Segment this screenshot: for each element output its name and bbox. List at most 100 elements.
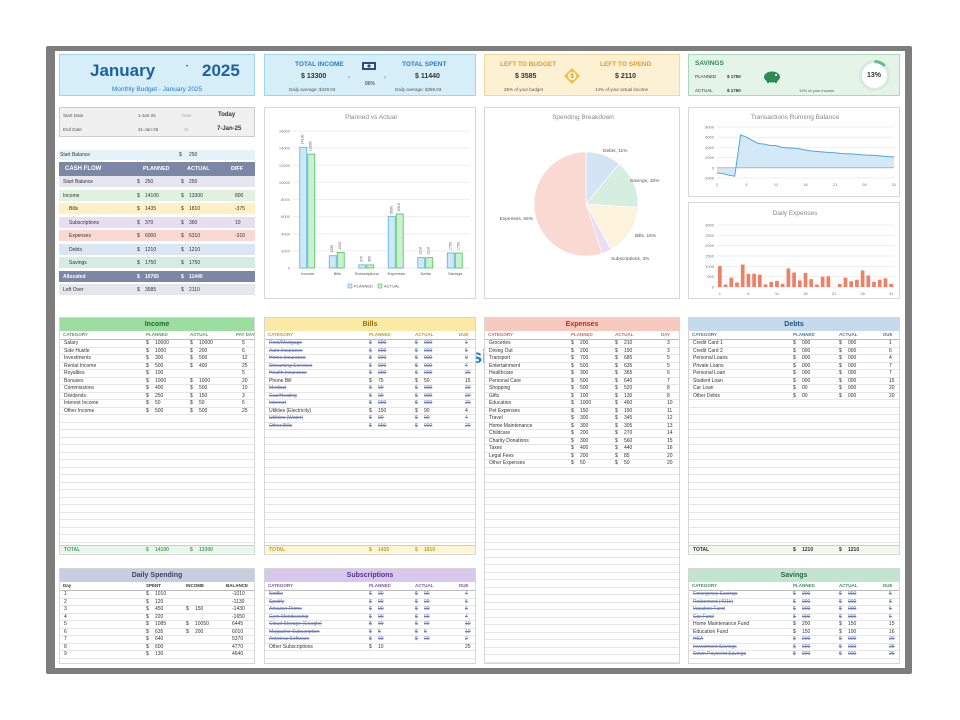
income-row[interactable] bbox=[60, 490, 254, 498]
debts-row[interactable] bbox=[689, 445, 899, 453]
debts-row[interactable]: Private Loans $000 $000 7 bbox=[689, 363, 899, 370]
bills-row[interactable]: Utilities (Electricity) $150 $90 4 bbox=[265, 408, 475, 415]
end-date-value[interactable]: 31-Jan-25 bbox=[138, 127, 159, 132]
expenses-row[interactable]: Healthcare $300 $365 6 bbox=[485, 370, 679, 378]
income-row[interactable]: Rental Income $500 $400 25 bbox=[60, 363, 254, 370]
subs-row[interactable] bbox=[265, 651, 475, 659]
expenses-row[interactable] bbox=[485, 610, 679, 618]
daily-row[interactable]: 7 $640 5370 bbox=[60, 636, 254, 644]
debts-row[interactable] bbox=[689, 423, 899, 430]
income-row[interactable] bbox=[60, 460, 254, 468]
debts-row[interactable]: Car Loan $00 $000 20 bbox=[689, 385, 899, 393]
expenses-row[interactable] bbox=[485, 550, 679, 558]
income-row[interactable] bbox=[60, 498, 254, 505]
debts-row[interactable]: Other Debts $00 $000 20 bbox=[689, 393, 899, 400]
expenses-row[interactable]: Taxes $400 $440 16 bbox=[485, 445, 679, 453]
daily-row[interactable]: 9 $130 4640 bbox=[60, 651, 254, 659]
savings-row[interactable]: HSA $000 $000 20 bbox=[689, 636, 899, 644]
bills-row[interactable]: Utilities (Water) $00 $00 4 bbox=[265, 415, 475, 423]
bills-row[interactable] bbox=[265, 498, 475, 505]
expenses-row[interactable]: Personal Care $500 $640 7 bbox=[485, 378, 679, 385]
expenses-row[interactable]: Shopping $500 $520 8 bbox=[485, 385, 679, 393]
expenses-row[interactable]: Transport $700 $685 5 bbox=[485, 355, 679, 363]
bills-row[interactable] bbox=[265, 445, 475, 453]
expenses-row[interactable] bbox=[485, 490, 679, 498]
expenses-row[interactable] bbox=[485, 580, 679, 588]
start-date-value[interactable]: 1-Jan-25 bbox=[138, 113, 156, 118]
income-row[interactable] bbox=[60, 468, 254, 475]
debts-row[interactable] bbox=[689, 400, 899, 408]
year-value[interactable]: 2025 bbox=[202, 61, 240, 80]
savings-row[interactable]: Education Fund $150 $100 16 bbox=[689, 629, 899, 636]
savings-row[interactable]: Home Maintenance Fund $200 $150 15 bbox=[689, 621, 899, 629]
debts-row[interactable] bbox=[689, 513, 899, 520]
income-row[interactable] bbox=[60, 483, 254, 490]
expenses-row[interactable]: Childcare $200 $270 14 bbox=[485, 430, 679, 438]
expenses-row[interactable] bbox=[485, 543, 679, 550]
debts-row[interactable]: Credit Card 2 $000 $000 6 bbox=[689, 348, 899, 355]
subs-row[interactable]: Other Subscriptions $10 25 bbox=[265, 644, 475, 651]
bills-row[interactable] bbox=[265, 528, 475, 535]
income-row[interactable] bbox=[60, 445, 254, 453]
bills-row[interactable]: Phone Bill $75 $50 15 bbox=[265, 378, 475, 385]
income-row[interactable] bbox=[60, 513, 254, 520]
expenses-row[interactable] bbox=[485, 655, 679, 663]
daily-row[interactable]: 4 $220 -1650 bbox=[60, 614, 254, 621]
daily-row[interactable]: 8 $600 4770 bbox=[60, 644, 254, 651]
expenses-row[interactable] bbox=[485, 558, 679, 565]
income-row[interactable]: Side Hustle $1000 $200 6 bbox=[60, 348, 254, 355]
debts-row[interactable] bbox=[689, 430, 899, 438]
debts-row[interactable] bbox=[689, 535, 899, 543]
expenses-row[interactable] bbox=[485, 640, 679, 648]
bills-row[interactable]: Rent/Mortgage $000 $000 1 bbox=[265, 340, 475, 348]
daily-row[interactable]: 5 $1085 $10050 6445 bbox=[60, 621, 254, 629]
bills-row[interactable] bbox=[265, 520, 475, 528]
debts-row[interactable]: Personal Loans $000 $000 4 bbox=[689, 355, 899, 363]
month-name[interactable]: January bbox=[90, 61, 156, 80]
income-row[interactable]: Bonuses $1000 $1000 20 bbox=[60, 378, 254, 385]
subs-row[interactable]: Cloud Storage (Google) $00 $00 10 bbox=[265, 621, 475, 629]
expenses-row[interactable]: Entertainment $500 $635 5 bbox=[485, 363, 679, 370]
expenses-row[interactable] bbox=[485, 633, 679, 640]
expenses-row[interactable] bbox=[485, 513, 679, 520]
savings-row[interactable]: Vacation Fund $000 $000 5 bbox=[689, 606, 899, 614]
expenses-row[interactable] bbox=[485, 595, 679, 603]
income-row[interactable]: Other Income $500 $500 25 bbox=[60, 408, 254, 415]
dropdown-marker-icon[interactable]: • bbox=[186, 64, 189, 70]
daily-row[interactable]: 1 $1010 -1010 bbox=[60, 591, 254, 599]
bills-row[interactable]: Auto Insurance $000 $000 5 bbox=[265, 348, 475, 355]
debts-row[interactable] bbox=[689, 460, 899, 468]
expenses-row[interactable] bbox=[485, 498, 679, 505]
debts-row[interactable] bbox=[689, 505, 899, 513]
expenses-row[interactable] bbox=[485, 535, 679, 543]
income-row[interactable] bbox=[60, 475, 254, 483]
bills-row[interactable]: Internet $000 $000 20 bbox=[265, 400, 475, 408]
income-row[interactable]: Investments $300 $500 12 bbox=[60, 355, 254, 363]
expenses-row[interactable] bbox=[485, 483, 679, 490]
savings-row[interactable]: Emergency Savings $000 $000 5 bbox=[689, 591, 899, 599]
subs-row[interactable]: Netflix $00 $00 4 bbox=[265, 591, 475, 599]
debts-row[interactable]: Student Loan $000 $000 15 bbox=[689, 378, 899, 385]
expenses-row[interactable] bbox=[485, 505, 679, 513]
income-row[interactable] bbox=[60, 430, 254, 438]
income-row[interactable] bbox=[60, 535, 254, 543]
start-balance-value[interactable]: 250 bbox=[189, 152, 198, 158]
bills-row[interactable] bbox=[265, 513, 475, 520]
bills-row[interactable] bbox=[265, 475, 475, 483]
bills-row[interactable] bbox=[265, 490, 475, 498]
savings-row[interactable]: Car Fund $000 $000 5 bbox=[689, 614, 899, 621]
expenses-row[interactable] bbox=[485, 573, 679, 580]
bills-row[interactable] bbox=[265, 430, 475, 438]
bills-row[interactable] bbox=[265, 460, 475, 468]
income-row[interactable]: Royalties $100 5 bbox=[60, 370, 254, 378]
subs-row[interactable]: Spotify $00 $00 5 bbox=[265, 599, 475, 606]
debts-row[interactable] bbox=[689, 468, 899, 475]
expenses-row[interactable] bbox=[485, 475, 679, 483]
bills-row[interactable]: Streaming Services $000 $000 7 bbox=[265, 363, 475, 370]
income-row[interactable]: Dividends $250 $150 3 bbox=[60, 393, 254, 400]
bills-row[interactable] bbox=[265, 468, 475, 475]
bills-row[interactable]: Other Bills $000 $000 20 bbox=[265, 423, 475, 430]
income-row[interactable] bbox=[60, 453, 254, 460]
expenses-row[interactable]: Travel $300 $345 12 bbox=[485, 415, 679, 423]
expenses-row[interactable] bbox=[485, 528, 679, 535]
